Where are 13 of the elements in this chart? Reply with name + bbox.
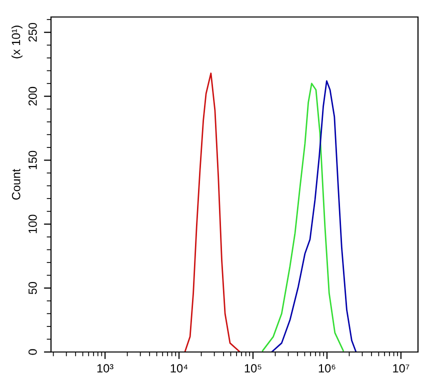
x-tick-label: 10³ xyxy=(97,364,114,372)
x-tick-label: 10⁵ xyxy=(244,364,262,372)
x-tick-label: 10⁴ xyxy=(170,364,188,372)
text: (x 10¹) xyxy=(12,26,22,58)
x-tick-label: 10⁶ xyxy=(318,364,336,372)
y-tick-label: 250 xyxy=(28,22,37,42)
x-tick-label: 10⁷ xyxy=(393,364,410,372)
y-tick-label: 0 xyxy=(28,349,37,355)
y-axis-title: Count xyxy=(12,168,20,200)
y-tick-label: 150 xyxy=(28,150,37,170)
y-tick-label: 200 xyxy=(28,86,37,106)
y-tick-label: 100 xyxy=(28,214,37,234)
y-tick-label: 50 xyxy=(28,282,37,294)
